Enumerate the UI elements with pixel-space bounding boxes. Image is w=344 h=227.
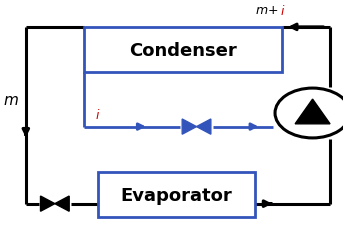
Polygon shape <box>196 119 211 135</box>
Text: $i$: $i$ <box>95 108 100 122</box>
Polygon shape <box>182 119 196 135</box>
Text: $m$: $m$ <box>2 92 18 107</box>
Text: Evaporator: Evaporator <box>120 186 232 204</box>
FancyBboxPatch shape <box>97 172 255 217</box>
Polygon shape <box>41 196 55 211</box>
Text: $m$+: $m$+ <box>255 4 278 17</box>
Polygon shape <box>55 196 69 211</box>
Polygon shape <box>295 100 330 124</box>
Text: Condenser: Condenser <box>129 41 237 59</box>
FancyBboxPatch shape <box>84 28 282 73</box>
Circle shape <box>275 89 344 138</box>
Text: $i$: $i$ <box>280 4 286 18</box>
